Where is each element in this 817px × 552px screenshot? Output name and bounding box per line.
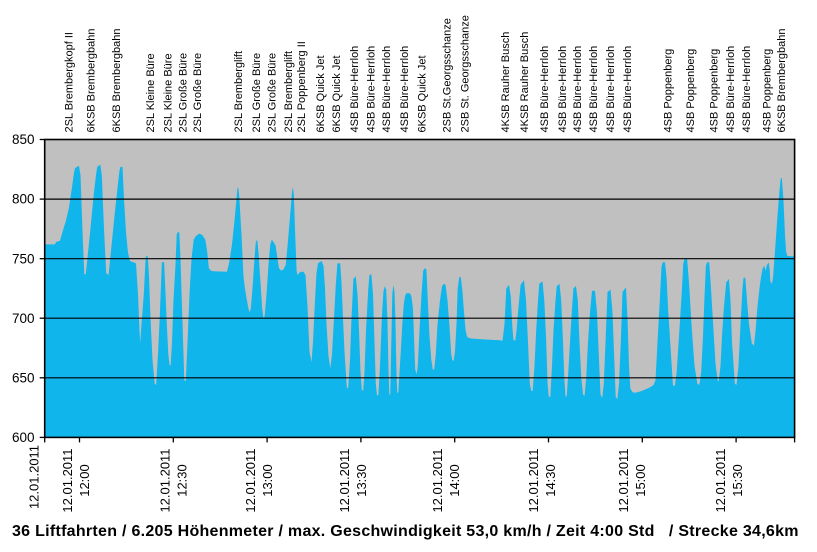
svg-text:4SB Büre-Herrloh: 4SB Büre-Herrloh bbox=[741, 46, 753, 133]
svg-text:12.01.2011: 12.01.2011 bbox=[26, 445, 41, 509]
svg-text:4SB Büre-Herrloh: 4SB Büre-Herrloh bbox=[725, 46, 737, 133]
svg-text:2SL Große Büre: 2SL Große Büre bbox=[251, 53, 263, 133]
svg-text:4SB Poppenberg: 4SB Poppenberg bbox=[685, 49, 697, 133]
svg-text:4SB Büre-Herrloh: 4SB Büre-Herrloh bbox=[557, 46, 569, 133]
svg-text:2SB St. Georgsschanze: 2SB St. Georgsschanze bbox=[459, 15, 471, 132]
svg-text:12.01.2011: 12.01.2011 bbox=[157, 448, 172, 512]
svg-text:15:30: 15:30 bbox=[730, 464, 745, 497]
svg-text:13:00: 13:00 bbox=[260, 464, 275, 497]
svg-text:4SB Büre-Herrloh: 4SB Büre-Herrloh bbox=[605, 46, 617, 133]
svg-text:13:30: 13:30 bbox=[354, 464, 369, 497]
svg-text:4SB Poppenberg: 4SB Poppenberg bbox=[708, 49, 720, 133]
svg-text:6KSB Quick Jet: 6KSB Quick Jet bbox=[416, 55, 428, 132]
svg-text:6KSB Brembergbahn: 6KSB Brembergbahn bbox=[85, 29, 97, 133]
svg-text:12.01.2011: 12.01.2011 bbox=[713, 448, 728, 512]
svg-text:2SL Bremberglift: 2SL Bremberglift bbox=[233, 51, 245, 133]
svg-text:15:00: 15:00 bbox=[633, 464, 648, 497]
svg-text:4KSB Rauher Busch: 4KSB Rauher Busch bbox=[500, 32, 512, 133]
svg-text:2SL Große Büre: 2SL Große Büre bbox=[192, 53, 204, 133]
svg-text:2SL Große Büre: 2SL Große Büre bbox=[177, 53, 189, 133]
svg-text:12.01.2011: 12.01.2011 bbox=[243, 448, 258, 512]
svg-text:12.01.2011: 12.01.2011 bbox=[337, 448, 352, 512]
svg-text:4SB Büre-Herrloh: 4SB Büre-Herrloh bbox=[622, 46, 634, 133]
svg-text:2SL Kleine Büre: 2SL Kleine Büre bbox=[145, 53, 157, 132]
svg-text:2SL Brembergkopf II: 2SL Brembergkopf II bbox=[63, 32, 75, 132]
svg-text:12:30: 12:30 bbox=[174, 464, 189, 497]
svg-text:4SB Büre-Herrloh: 4SB Büre-Herrloh bbox=[349, 46, 361, 133]
svg-text:12:00: 12:00 bbox=[77, 464, 92, 497]
svg-text:4SB Büre-Herrloh: 4SB Büre-Herrloh bbox=[399, 46, 411, 133]
svg-text:4SB Poppenberg: 4SB Poppenberg bbox=[761, 49, 773, 133]
svg-text:4SB Büre-Herrloh: 4SB Büre-Herrloh bbox=[539, 46, 551, 133]
svg-text:2SL Große Büre: 2SL Große Büre bbox=[266, 53, 278, 133]
svg-text:800: 800 bbox=[12, 192, 35, 207]
svg-text:12.01.2011: 12.01.2011 bbox=[430, 448, 445, 512]
svg-text:6KSB Brembergbahn: 6KSB Brembergbahn bbox=[111, 29, 123, 133]
svg-text:14:00: 14:00 bbox=[447, 464, 462, 497]
svg-text:14:30: 14:30 bbox=[543, 464, 558, 497]
svg-text:850: 850 bbox=[12, 132, 35, 147]
svg-text:2SB St.Georgsschanze: 2SB St.Georgsschanze bbox=[441, 18, 453, 132]
svg-text:12.01.2011: 12.01.2011 bbox=[526, 448, 541, 512]
svg-text:4SB Büre-Herrloh: 4SB Büre-Herrloh bbox=[588, 46, 600, 133]
svg-text:700: 700 bbox=[12, 311, 35, 326]
svg-text:4SB Büre-Herrloh: 4SB Büre-Herrloh bbox=[365, 46, 377, 133]
svg-text:750: 750 bbox=[12, 251, 35, 266]
svg-text:12.01.2011: 12.01.2011 bbox=[60, 448, 75, 512]
svg-text:12.01.2011: 12.01.2011 bbox=[616, 448, 631, 512]
svg-text:6KSB Quick Jet: 6KSB Quick Jet bbox=[331, 55, 343, 132]
svg-text:4KSB Rauher Busch: 4KSB Rauher Busch bbox=[519, 32, 531, 133]
svg-text:650: 650 bbox=[12, 370, 35, 385]
svg-text:2SL Bremberglift: 2SL Bremberglift bbox=[283, 51, 295, 133]
svg-text:600: 600 bbox=[12, 430, 35, 445]
svg-text:6KSB Quick Jet: 6KSB Quick Jet bbox=[315, 55, 327, 132]
svg-text:36 Liftfahrten / 6.205 Höhenme: 36 Liftfahrten / 6.205 Höhenmeter / max.… bbox=[12, 523, 799, 540]
svg-text:6KSB Brembergbahn: 6KSB Brembergbahn bbox=[776, 29, 788, 133]
svg-text:2SL Kleine Büre: 2SL Kleine Büre bbox=[162, 53, 174, 132]
svg-text:4SB Büre-Herrloh: 4SB Büre-Herrloh bbox=[572, 46, 584, 133]
svg-text:4SB Büre-Herrloh: 4SB Büre-Herrloh bbox=[381, 46, 393, 133]
svg-text:4SB Poppenberg: 4SB Poppenberg bbox=[662, 49, 674, 133]
svg-text:2SL Poppenberg II: 2SL Poppenberg II bbox=[296, 41, 308, 132]
